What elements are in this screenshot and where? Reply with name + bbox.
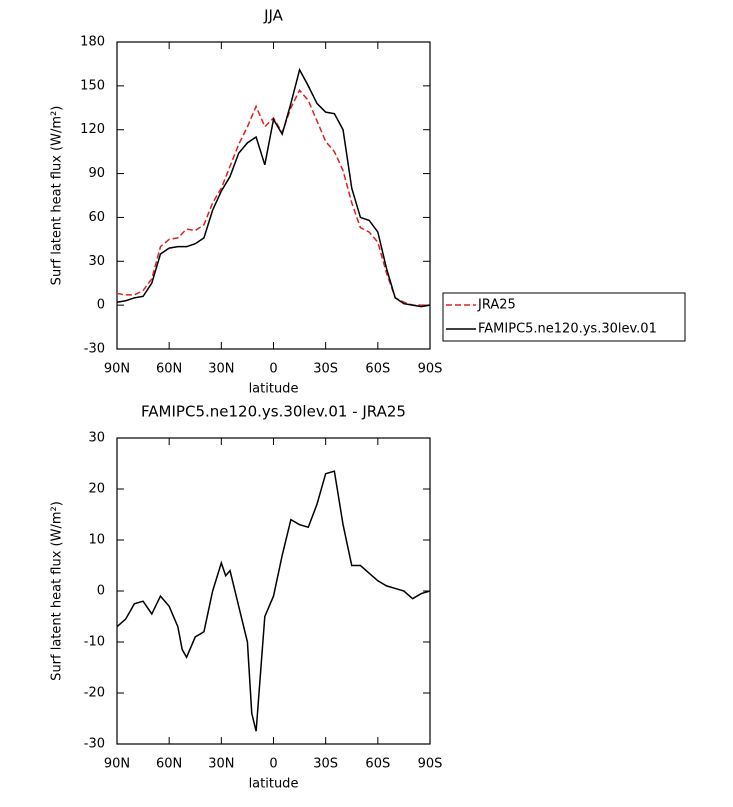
y-axis-label: Surf latent heat flux (W/m²) [50, 501, 65, 681]
plot-frame [116, 41, 431, 350]
y-tick-label: 30 [88, 254, 105, 269]
x-tick-label: 90S [418, 362, 443, 377]
x-tick-label: 30N [208, 362, 234, 377]
x-tick-label: 60S [365, 362, 390, 377]
y-tick-label: 60 [88, 210, 105, 225]
chart-title: JJA [263, 7, 284, 25]
x-tick-label: 30S [313, 362, 338, 377]
y-tick-label: 30 [88, 431, 105, 446]
x-tick-label: 60N [156, 757, 182, 772]
x-tick-label: 0 [269, 757, 277, 772]
y-tick-label: 120 [80, 122, 105, 137]
x-axis-label: latitude [249, 382, 299, 397]
y-tick-label: -30 [84, 342, 105, 357]
data-line [116, 67, 431, 308]
x-tick-label: 90S [418, 757, 443, 772]
legend-label: FAMIPC5.ne120.ys.30lev.01 [478, 322, 657, 337]
y-tick-label: 150 [80, 78, 105, 93]
x-tick-label: 30S [313, 757, 338, 772]
x-tick-label: 90N [104, 362, 130, 377]
legend-label: JRA25 [477, 298, 516, 313]
y-tick-label: 10 [88, 533, 105, 548]
legend-box [442, 292, 686, 342]
x-tick-label: 60N [156, 362, 182, 377]
plot-frame [116, 437, 431, 745]
data-line [116, 470, 431, 732]
x-tick-label: 90N [104, 757, 130, 772]
x-axis-label: latitude [249, 777, 299, 792]
y-tick-label: 20 [88, 482, 105, 497]
chart-title: FAMIPC5.ne120.ys.30lev.01 - JRA25 [141, 403, 406, 421]
y-tick-label: 0 [97, 298, 105, 313]
x-tick-label: 0 [269, 362, 277, 377]
y-axis-label: Surf latent heat flux (W/m²) [50, 106, 65, 286]
y-tick-label: -30 [84, 737, 105, 752]
y-tick-label: 180 [80, 35, 105, 50]
y-tick-label: -20 [84, 686, 105, 701]
y-tick-label: 90 [88, 166, 105, 181]
x-tick-label: 60S [365, 757, 390, 772]
y-tick-label: -10 [84, 635, 105, 650]
y-tick-label: 0 [97, 584, 105, 599]
x-tick-label: 30N [208, 757, 234, 772]
